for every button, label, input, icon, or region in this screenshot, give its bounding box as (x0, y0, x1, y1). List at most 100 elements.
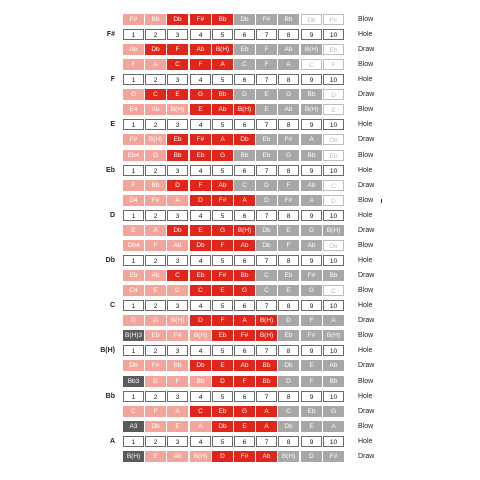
hole-number-cell: 7 (256, 29, 277, 40)
hole-number-cell: 4 (190, 255, 211, 266)
hole-number-cell: 1 (123, 390, 144, 402)
draw-note-cell: Ab (234, 360, 255, 372)
blow-note-cell: F (167, 375, 188, 387)
draw-note-cell: D (212, 450, 233, 462)
hole-number-cell: 3 (167, 435, 188, 447)
blow-note-cell: C (234, 59, 255, 71)
blow-note-cell: F (234, 375, 255, 387)
hole-number-cell: 2 (145, 119, 166, 131)
hole-number-cell: 5 (212, 390, 233, 402)
hole-number-cell: 10 (323, 345, 344, 357)
blow-note-cell: A (212, 59, 233, 71)
blow-row-label: Blow (358, 151, 374, 159)
draw-note-cell: C (167, 270, 188, 281)
draw-note-cell: Eb (190, 270, 211, 281)
blow-note-cell: F (323, 59, 344, 71)
hole-number-cell: 3 (167, 390, 188, 402)
blow-note-cell: F (301, 375, 322, 387)
hole-number-cell: 2 (145, 390, 166, 402)
draw-note-cell: A (212, 134, 233, 146)
blow-note-cell: Ab (212, 104, 233, 116)
draw-note-cell: C (145, 89, 166, 101)
blow-note-cell: F# (123, 14, 144, 25)
draw-note-cell: Ab (212, 179, 233, 191)
hole-row-label: Hole (358, 121, 373, 129)
draw-note-cell: F (123, 179, 144, 191)
blow-note-cell: F# (301, 330, 322, 342)
blow-note-cell: B(H) (323, 330, 344, 342)
blow-note-cell: C (190, 285, 211, 297)
draw-note-cell: B(H) (234, 224, 255, 236)
hole-number-cell: 4 (190, 119, 211, 131)
blow-note-cell: F# (278, 194, 299, 206)
draw-note-cell: Bb (167, 360, 188, 372)
hole-number-cell: 4 (190, 74, 211, 86)
blow-row-label: Blow (358, 61, 374, 69)
draw-row-label: Draw (358, 136, 375, 144)
hole-number-cell: 6 (234, 209, 255, 221)
hole-number-cell: 2 (145, 164, 166, 176)
key-label: D (109, 211, 115, 219)
blow-note-cell: Db (234, 14, 255, 25)
blow-note-cell: G (145, 149, 166, 161)
hole-number-cell: 5 (212, 435, 233, 447)
draw-row-label: Draw (358, 362, 375, 370)
key-label: Db (105, 257, 115, 264)
hole-number-cell: 9 (301, 29, 322, 40)
draw-note-cell: F# (190, 134, 211, 146)
draw-note-cell: C (256, 270, 277, 281)
blow-note-cell: F (145, 240, 166, 251)
blow-note-cell: E (190, 104, 211, 116)
hole-number-cell: 2 (145, 74, 166, 86)
key-label: C (109, 302, 115, 310)
blow-note-cell: E (167, 420, 188, 432)
hole-number-cell: 5 (212, 29, 233, 40)
hole-number-cell: 4 (190, 345, 211, 357)
draw-row-label: Draw (358, 317, 375, 325)
hole-number-cell: 8 (278, 29, 299, 40)
draw-note-cell: A (301, 134, 322, 146)
blow-row-label: Blow (358, 16, 374, 23)
draw-note-cell: C (278, 405, 299, 417)
draw-note-cell: F (190, 179, 211, 191)
blow-note-cell: Db (145, 420, 166, 432)
blow-note-cell: Bb (212, 14, 233, 25)
blow-note-cell: F (256, 59, 277, 71)
blow-note-cell: E (301, 420, 322, 432)
blow-note-cell: Bb (234, 149, 255, 161)
draw-note-cell: Db (278, 360, 299, 372)
draw-note-cell: E (301, 360, 322, 372)
hole-number-cell: 2 (145, 435, 166, 447)
blow-note-cell: G (301, 285, 322, 297)
blow-note-cell: D (323, 194, 344, 206)
blow-row-label: Blow (358, 377, 374, 385)
hole-row-label: Hole (358, 392, 373, 400)
hole-number-cell: 9 (301, 300, 322, 312)
hole-row-label: Hole (358, 347, 373, 355)
draw-note-cell: Ab (323, 360, 344, 372)
draw-row-label: Draw (358, 407, 375, 415)
hole-number-cell: 6 (234, 74, 255, 86)
draw-row-label: Draw (358, 46, 375, 53)
draw-note-cell: Db (256, 224, 277, 236)
draw-note-cell: C (234, 179, 255, 191)
hole-number-cell: 6 (234, 300, 255, 312)
blow-note-cell: A (301, 194, 322, 206)
blow-note-cell: E (212, 285, 233, 297)
blow-note-cell: D (256, 194, 277, 206)
hole-number-cell: 1 (123, 255, 144, 266)
hole-number-cell: 3 (167, 255, 188, 266)
hole-number-cell: 4 (190, 300, 211, 312)
blow-note-cell: G (167, 285, 188, 297)
draw-note-cell: E (145, 450, 166, 462)
draw-note-cell: Eb (167, 134, 188, 146)
blow-note-cell: C (167, 59, 188, 71)
blow-note-cell: B(H) (256, 330, 277, 342)
hole-row-label: Hole (358, 302, 373, 310)
hole-number-cell: 9 (301, 390, 322, 402)
draw-note-cell: B(H) (145, 134, 166, 146)
draw-note-cell: F# (234, 450, 255, 462)
blow-note-cell: A3 (123, 420, 144, 432)
hole-number-cell: 6 (234, 119, 255, 131)
hole-number-cell: 9 (301, 209, 322, 221)
